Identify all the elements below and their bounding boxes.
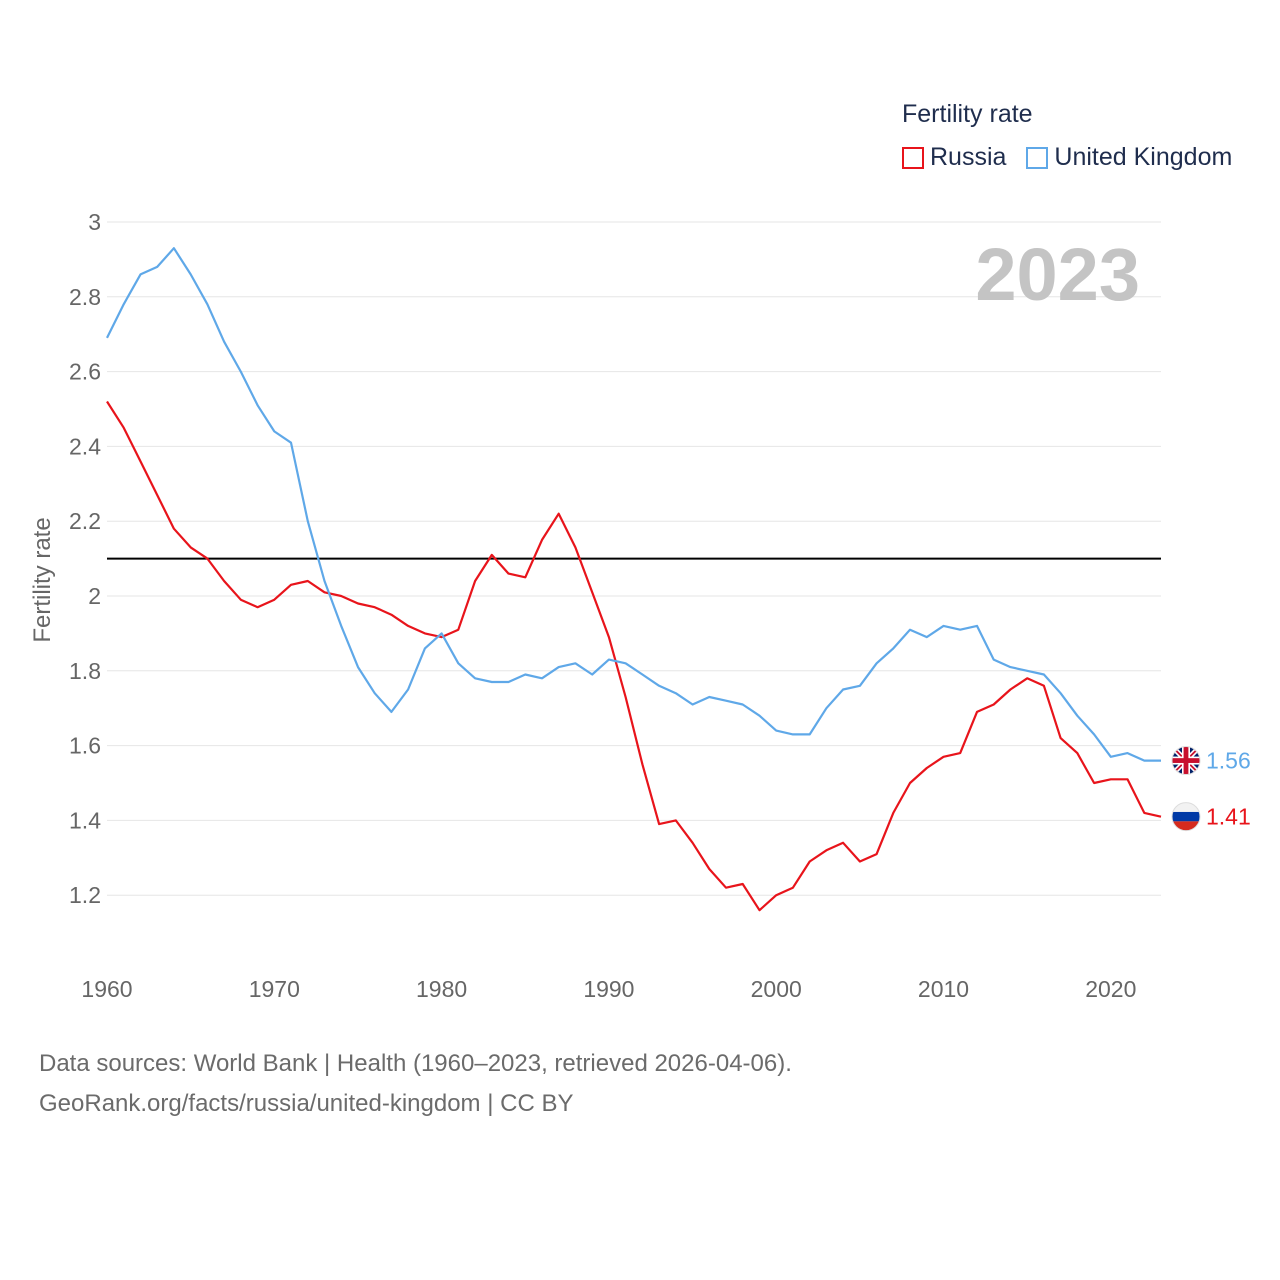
legend-title: Fertility rate — [902, 100, 1033, 128]
legend-swatch-russia — [902, 146, 924, 169]
y-tick-label: 3 — [88, 209, 101, 235]
series-line-united-kingdom — [106, 247, 1161, 762]
series-line-russia — [106, 400, 1162, 912]
uk-flag-icon — [1171, 746, 1201, 776]
x-tick-label: 1960 — [81, 976, 132, 1002]
x-tick-label: 1970 — [249, 976, 300, 1002]
source-line: Data sources: World Bank | Health (1960–… — [39, 1050, 792, 1077]
series-end-label-united-kingdom: 1.56 — [1206, 748, 1251, 774]
series-end-label-russia: 1.41 — [1206, 804, 1251, 830]
series-lines — [106, 247, 1162, 912]
y-tick-label: 1.2 — [69, 882, 101, 908]
y-tick-label: 2.6 — [69, 359, 101, 385]
y-tick-label: 2.8 — [69, 284, 101, 310]
russia-flag-icon — [1171, 802, 1201, 832]
legend-item-united-kingdom[interactable]: United Kingdom — [1026, 143, 1232, 172]
x-tick-label: 1980 — [416, 976, 467, 1002]
legend-label-russia: Russia — [930, 143, 1007, 171]
x-tick-label: 2010 — [918, 976, 969, 1002]
series-end-markers: 1.41 1.56 — [1171, 746, 1251, 832]
y-tick-label: 2 — [88, 583, 101, 609]
y-tick-label: 1.4 — [69, 807, 101, 833]
x-tick-label: 2000 — [751, 976, 802, 1002]
x-axis-tick-labels: 1960 1970 1980 1990 2000 2010 2020 — [81, 976, 1136, 1002]
legend-item-russia[interactable]: Russia — [902, 143, 1006, 172]
y-axis-tick-labels: 3 2.8 2.6 2.4 2.2 2 1.8 1.6 1.4 1.2 — [69, 209, 101, 908]
y-axis-label: Fertility rate — [29, 517, 56, 642]
y-tick-label: 2.2 — [69, 508, 101, 534]
y-gridlines — [107, 221, 1161, 896]
attribution-line: GeoRank.org/facts/russia/united-kingdom … — [39, 1090, 574, 1117]
y-tick-label: 1.6 — [69, 733, 101, 759]
legend-swatch-united-kingdom — [1026, 146, 1049, 169]
year-watermark: 2023 — [975, 233, 1140, 316]
y-tick-label: 2.4 — [69, 433, 101, 459]
legend: Russia United Kingdom — [902, 143, 1252, 172]
y-tick-label: 1.8 — [69, 658, 101, 684]
source-note: Data sources: World Bank | Health (1960–… — [39, 1044, 792, 1124]
x-tick-label: 2020 — [1085, 976, 1136, 1002]
legend-label-united-kingdom: United Kingdom — [1054, 143, 1233, 171]
x-tick-label: 1990 — [583, 976, 634, 1002]
